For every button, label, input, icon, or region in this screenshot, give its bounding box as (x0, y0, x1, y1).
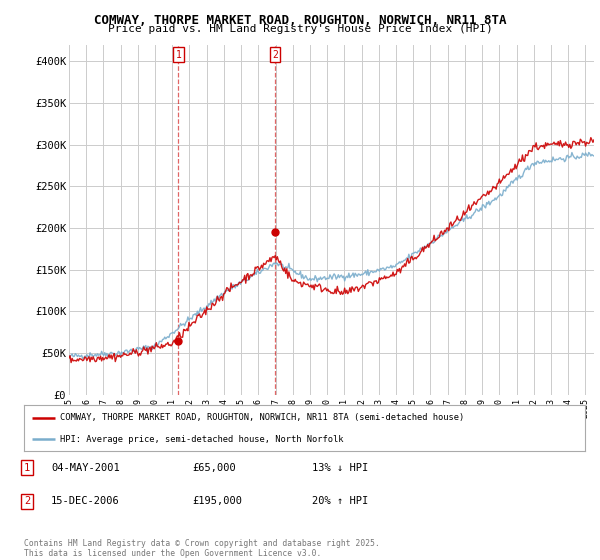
Text: £195,000: £195,000 (192, 496, 242, 506)
Text: £65,000: £65,000 (192, 463, 236, 473)
Text: 20% ↑ HPI: 20% ↑ HPI (312, 496, 368, 506)
Text: Contains HM Land Registry data © Crown copyright and database right 2025.
This d: Contains HM Land Registry data © Crown c… (24, 539, 380, 558)
Text: 1: 1 (24, 463, 30, 473)
Text: Price paid vs. HM Land Registry's House Price Index (HPI): Price paid vs. HM Land Registry's House … (107, 24, 493, 34)
Text: 04-MAY-2001: 04-MAY-2001 (51, 463, 120, 473)
Text: HPI: Average price, semi-detached house, North Norfolk: HPI: Average price, semi-detached house,… (61, 435, 344, 444)
Text: 1: 1 (175, 50, 181, 60)
Text: 2: 2 (24, 496, 30, 506)
Text: 2: 2 (272, 50, 278, 60)
Text: COMWAY, THORPE MARKET ROAD, ROUGHTON, NORWICH, NR11 8TA (semi-detached house): COMWAY, THORPE MARKET ROAD, ROUGHTON, NO… (61, 413, 465, 422)
Text: COMWAY, THORPE MARKET ROAD, ROUGHTON, NORWICH, NR11 8TA: COMWAY, THORPE MARKET ROAD, ROUGHTON, NO… (94, 14, 506, 27)
Text: 13% ↓ HPI: 13% ↓ HPI (312, 463, 368, 473)
Text: 15-DEC-2006: 15-DEC-2006 (51, 496, 120, 506)
